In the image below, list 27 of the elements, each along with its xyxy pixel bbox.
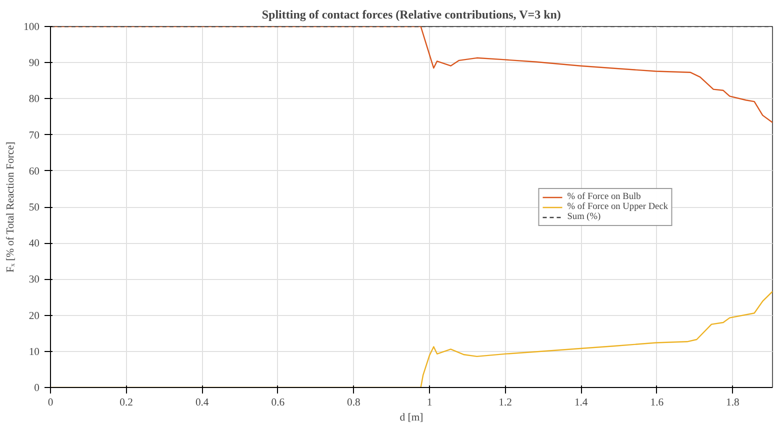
x-tick-label: 1.6 <box>650 398 664 408</box>
x-tick-label: 0.6 <box>271 398 286 408</box>
y-tick-label: 90 <box>28 58 40 70</box>
y-tick-label: 100 <box>24 22 40 33</box>
x-tick-label: 0.2 <box>120 398 133 408</box>
x-tick-label: 0.4 <box>195 398 210 408</box>
x-axis-title: d [m] <box>400 412 424 424</box>
x-tick-label: 0.8 <box>347 398 360 408</box>
legend-label: % of Force on Bulb <box>567 192 641 202</box>
x-tick-label: 1.4 <box>574 398 588 408</box>
y-tick-label: 60 <box>28 166 40 178</box>
y-tick-label: 10 <box>28 346 40 358</box>
legend-label: % of Force on Upper Deck <box>567 202 668 212</box>
x-tick-label: 1.8 <box>726 398 740 408</box>
x-tick-label: 1 <box>426 398 432 408</box>
x-tick-label: 1.2 <box>498 398 512 408</box>
y-tick-label: 0 <box>34 383 40 394</box>
y-tick-label: 70 <box>28 130 40 142</box>
y-tick-label: 40 <box>28 238 40 250</box>
y-tick-label: 30 <box>28 274 40 286</box>
y-axis-title: Fₓ [% of Total Reaction Force] <box>6 142 17 273</box>
x-tick-label: 0 <box>48 398 54 408</box>
y-tick-label: 50 <box>28 202 40 214</box>
chart-title: Splitting of contact forces (Relative contributions, V=3 kn) <box>262 8 561 22</box>
legend-label: Sum (%) <box>567 212 601 222</box>
y-tick-label: 80 <box>28 94 40 106</box>
y-tick-label: 20 <box>28 310 40 322</box>
